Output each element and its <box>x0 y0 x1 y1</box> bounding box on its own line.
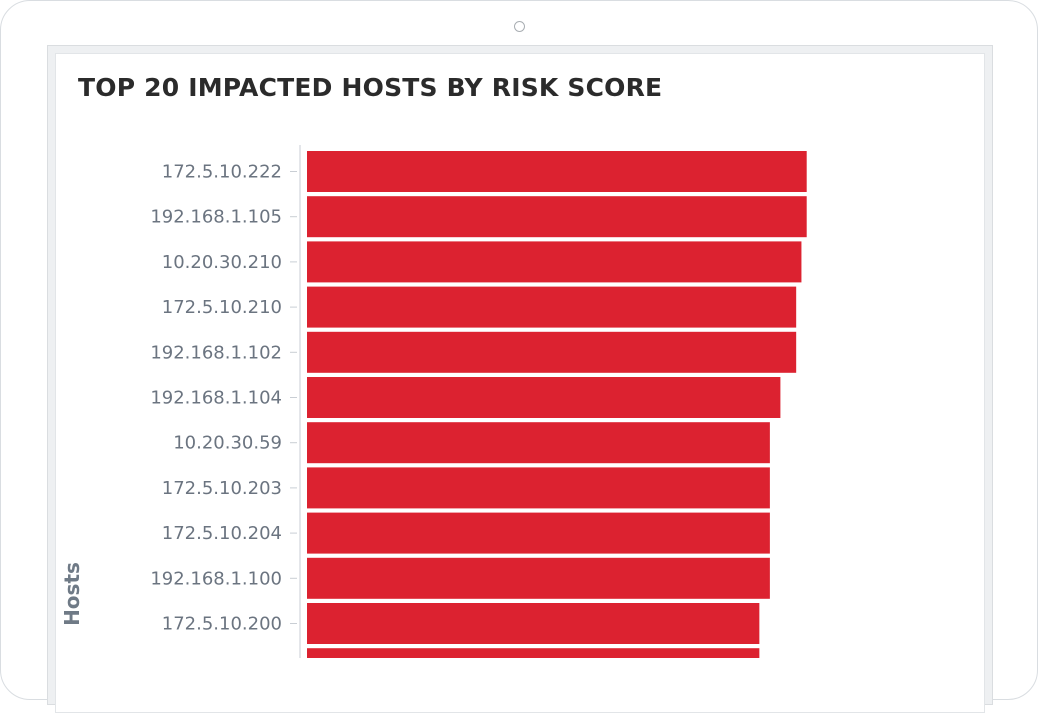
bar[interactable] <box>307 603 760 644</box>
bar[interactable] <box>307 151 807 192</box>
bar[interactable] <box>307 377 781 418</box>
y-tick-label: 10.20.30.210 <box>162 252 282 273</box>
bar[interactable] <box>307 557 770 599</box>
bar[interactable] <box>307 196 807 238</box>
y-tick-label: 192.168.1.100 <box>150 568 282 589</box>
y-tick-label: 172.5.10.204 <box>162 523 282 544</box>
y-tick-label: 172.5.10.200 <box>162 614 282 635</box>
y-tick-label: 172.5.10.222 <box>162 162 282 183</box>
bar[interactable] <box>307 467 770 509</box>
bar[interactable] <box>307 512 770 554</box>
bar[interactable] <box>307 331 797 373</box>
camera-icon <box>514 21 525 32</box>
chart-title: TOP 20 IMPACTED HOSTS BY RISK SCORE <box>78 73 663 102</box>
y-tick-label: 10.20.30.59 <box>173 433 282 454</box>
bar-chart: 172.5.10.222 192.168.1.105 10.20.30.210 172… <box>150 145 807 658</box>
bar[interactable] <box>307 286 797 328</box>
bar[interactable] <box>307 648 760 658</box>
bar[interactable] <box>307 241 802 283</box>
y-tick-label: 192.168.1.105 <box>150 207 282 228</box>
bar[interactable] <box>307 422 770 464</box>
y-tick-label: 192.168.1.104 <box>150 388 282 409</box>
y-tick-label: 192.168.1.102 <box>150 342 282 363</box>
y-tick-label: 172.5.10.210 <box>162 297 282 318</box>
y-tick-label: 172.5.10.203 <box>162 478 282 499</box>
